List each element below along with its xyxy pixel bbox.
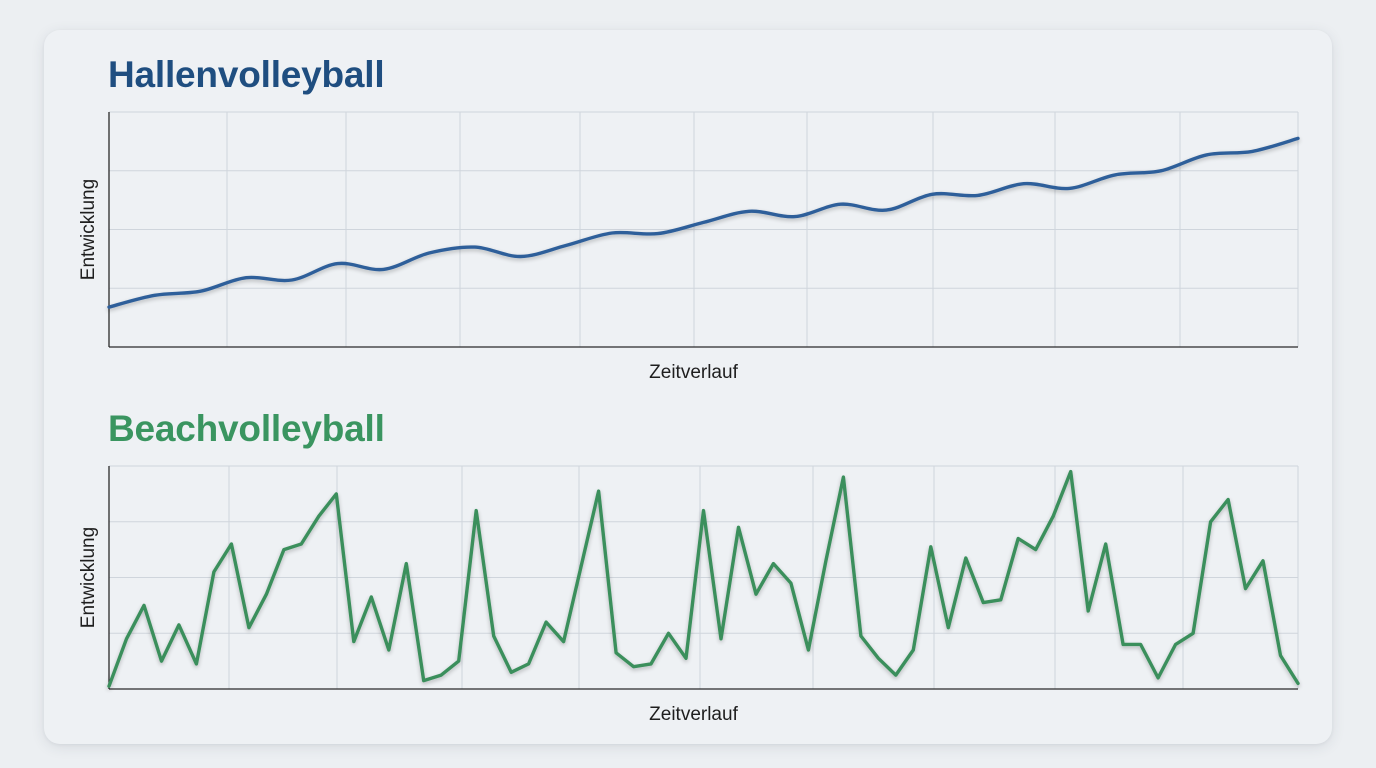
- chart-beachvolleyball: Zeitverlauf Entwicklung: [78, 465, 1300, 725]
- x-axis-label: Zeitverlauf: [649, 362, 738, 383]
- chart-hallenvolleyball: Zeitverlauf Entwicklung: [78, 111, 1300, 383]
- series-line: [107, 136, 1300, 309]
- chart-title-beachvolleyball: Beachvolleyball: [108, 408, 385, 449]
- x-axis-label: Zeitverlauf: [649, 704, 738, 725]
- y-axis-label: Entwicklung: [78, 179, 99, 280]
- series-line: [107, 469, 1300, 688]
- y-axis-label: Entwicklung: [78, 527, 99, 628]
- chart-title-hallenvolleyball: Hallenvolleyball: [108, 54, 385, 95]
